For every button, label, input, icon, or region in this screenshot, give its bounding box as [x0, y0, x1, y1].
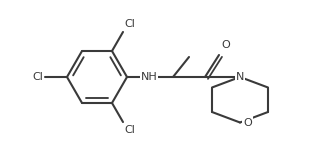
Text: Cl: Cl [32, 72, 43, 82]
Text: Cl: Cl [124, 125, 135, 135]
Text: Cl: Cl [124, 19, 135, 29]
Text: NH: NH [141, 72, 157, 82]
Text: N: N [236, 72, 244, 82]
Text: O: O [221, 40, 230, 50]
Text: O: O [243, 118, 252, 128]
